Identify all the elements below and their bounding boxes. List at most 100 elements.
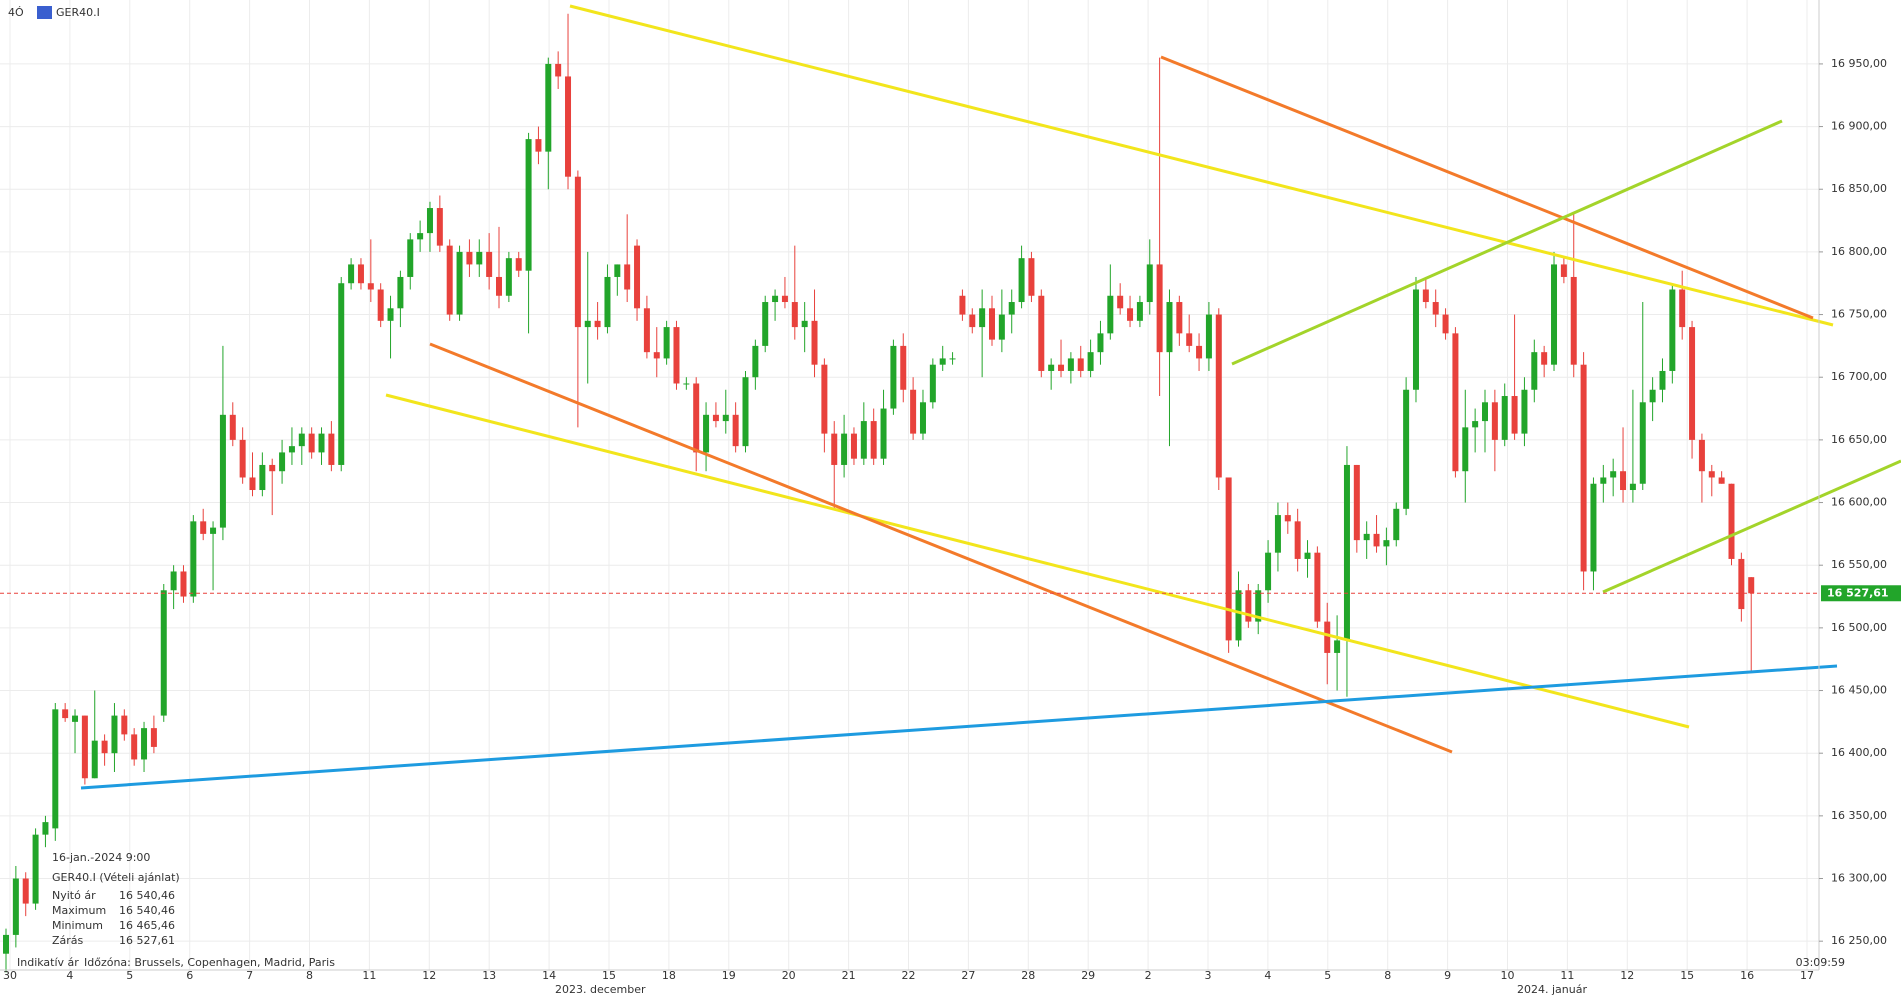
candle-body	[1097, 333, 1104, 353]
candle-body	[1136, 302, 1143, 321]
month-label: 2023. december	[555, 983, 646, 996]
candle-body	[634, 245, 641, 309]
candle-body	[42, 822, 49, 835]
candle-body	[1748, 577, 1755, 594]
x-tick-label: 29	[1081, 969, 1095, 982]
y-tick-label: 16 500,00	[1831, 621, 1887, 634]
candle-body	[1127, 308, 1134, 321]
candle-body	[1620, 471, 1627, 491]
candle-body	[1403, 389, 1410, 509]
y-tick-label: 16 750,00	[1831, 308, 1887, 321]
candle-body	[1255, 590, 1262, 622]
candle-body	[1048, 364, 1055, 371]
candle-body	[72, 715, 79, 722]
trendline	[1160, 55, 1814, 320]
candle-body	[1718, 477, 1725, 484]
candle-body	[1590, 483, 1597, 572]
candle-body	[1176, 302, 1183, 334]
y-tick-label: 16 850,00	[1831, 182, 1887, 195]
x-tick-label: 17	[1800, 969, 1814, 982]
candle-body	[1531, 352, 1538, 390]
x-tick-label: 13	[482, 969, 496, 982]
candle-body	[584, 320, 591, 328]
candle-body	[328, 433, 335, 465]
candle-body	[407, 239, 414, 277]
candle-body	[1087, 352, 1094, 371]
candle-body	[643, 308, 650, 353]
candle-body	[288, 446, 295, 453]
candle-body	[1698, 439, 1705, 472]
candle-body	[456, 251, 463, 315]
candle-body	[357, 264, 364, 284]
y-tick-label: 16 250,00	[1831, 934, 1887, 947]
candle-body	[348, 264, 355, 284]
candle-body	[338, 283, 345, 465]
candle-body	[1432, 302, 1439, 315]
candle-body	[308, 433, 315, 453]
x-tick-label: 15	[602, 969, 616, 982]
candle-body	[1491, 402, 1498, 440]
candle-body	[673, 327, 680, 384]
candle-body	[190, 521, 197, 597]
candle-body	[545, 63, 552, 152]
candle-body	[1028, 258, 1035, 296]
trendline	[385, 393, 1690, 729]
candle-body	[1373, 533, 1380, 547]
candle-body	[998, 314, 1005, 340]
candle-body	[505, 258, 512, 296]
candle-body	[1393, 508, 1400, 541]
candle-body	[229, 414, 236, 440]
candle-body	[32, 834, 39, 904]
x-tick-label: 7	[246, 969, 253, 982]
x-tick-label: 18	[662, 969, 676, 982]
x-tick-label: 11	[1560, 969, 1574, 982]
candle-body	[1679, 289, 1686, 328]
candle-body	[1304, 552, 1311, 559]
candle-body	[1728, 483, 1735, 559]
candle-body	[1077, 358, 1084, 371]
candle-body	[939, 358, 946, 365]
candle-body	[239, 439, 246, 478]
candle-body	[1225, 477, 1232, 641]
candle-body	[1215, 314, 1222, 478]
candle-body	[1265, 552, 1272, 591]
candle-body	[811, 320, 818, 365]
info-key: Maximum	[52, 904, 106, 917]
candle-body	[1018, 258, 1025, 303]
candle-body	[1008, 302, 1015, 315]
x-tick-label: 21	[842, 969, 856, 982]
candle-body	[1639, 402, 1646, 484]
candle-body	[1452, 333, 1459, 472]
candle-body	[969, 314, 976, 328]
candle-body	[279, 452, 286, 472]
candle-body	[929, 364, 936, 403]
candle-body	[1196, 345, 1203, 359]
candle-body	[1383, 540, 1390, 547]
candle-body	[1314, 552, 1321, 622]
candle-body	[890, 345, 897, 409]
x-tick-label: 2	[1145, 969, 1152, 982]
clock: 03:09:59	[1796, 956, 1845, 969]
candle-body	[1659, 370, 1666, 390]
symbol-icon	[37, 6, 52, 19]
candle-body	[1600, 477, 1607, 484]
candle-body	[1117, 295, 1124, 309]
candle-body	[1166, 302, 1173, 353]
candle-body	[367, 283, 374, 290]
y-tick-label: 16 400,00	[1831, 746, 1887, 759]
candle-body	[1294, 521, 1301, 559]
x-tick-label: 6	[186, 969, 193, 982]
candle-body	[1284, 515, 1291, 522]
y-tick-label: 16 600,00	[1831, 496, 1887, 509]
x-tick-label: 11	[362, 969, 376, 982]
candle-body	[860, 421, 867, 459]
candle-body	[1501, 396, 1508, 440]
candle-body	[121, 715, 128, 735]
candle-body	[259, 464, 266, 491]
candle-body	[693, 383, 700, 453]
candle-body	[219, 414, 226, 528]
x-tick-label: 8	[306, 969, 313, 982]
candle-body	[496, 276, 502, 296]
